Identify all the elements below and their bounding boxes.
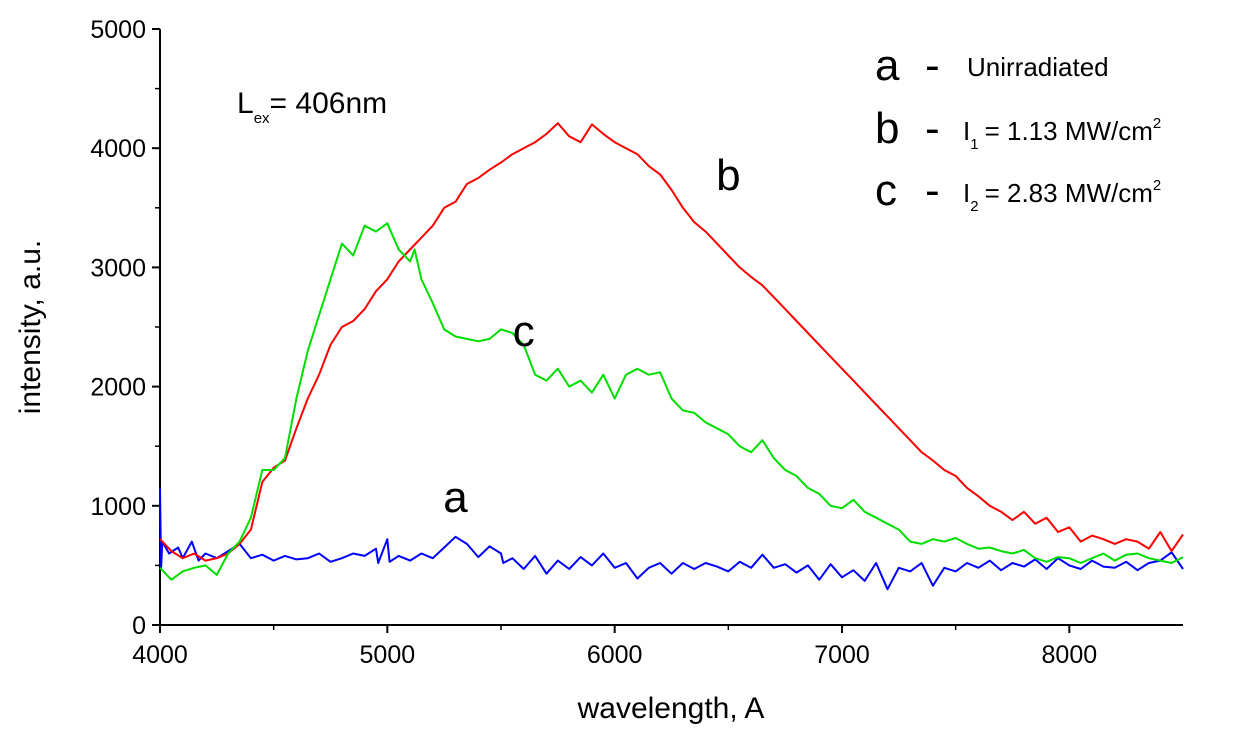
annotation-subscript: ex: [254, 110, 270, 127]
x-tick-label: 8000: [1042, 641, 1098, 669]
y-axis-label: intensity, a.u.: [14, 240, 47, 415]
annotation-main: L: [237, 87, 254, 120]
svg-text:Lex= 406nm: Lex= 406nm: [237, 87, 387, 127]
legend-letter-b: b: [875, 104, 899, 153]
legend-entry-c: c - I2 = 2.83 MW/cm2: [875, 166, 1161, 215]
curve-label-b: b: [716, 151, 740, 200]
legend: a - Unirradiated b - I1 = 1.13 MW/cm2 c -…: [875, 41, 1161, 215]
legend-dash-c: -: [925, 166, 940, 215]
y-tick-label: 1000: [90, 493, 146, 521]
legend-rest-b: = 1.13 MW/cm: [985, 116, 1153, 146]
x-tick-label: 5000: [360, 641, 416, 669]
y-axis-ticks: 0 1000 2000 3000 4000 5000: [90, 16, 160, 640]
y-tick-label: 4000: [90, 135, 146, 163]
legend-dash-b: -: [925, 104, 940, 153]
legend-letter-c: c: [875, 166, 897, 215]
y-tick-label: 2000: [90, 374, 146, 402]
x-axis-ticks: 4000 5000 6000 7000 8000: [132, 625, 1097, 669]
y-tick-label: 5000: [90, 16, 146, 44]
x-tick-label: 7000: [814, 641, 870, 669]
legend-main-b: I: [963, 116, 970, 146]
legend-entry-a: a - Unirradiated: [875, 41, 1109, 90]
curve-labels: a b c: [443, 151, 740, 522]
legend-subscript-c: 2: [970, 198, 978, 215]
curve-label-c: c: [513, 307, 535, 356]
legend-text-a: Unirradiated: [967, 52, 1109, 82]
legend-letter-a: a: [875, 41, 900, 90]
legend-main-c: I: [963, 178, 970, 208]
series-line-c: [159, 222, 1184, 581]
series-line-a: [159, 487, 1184, 591]
legend-entry-b: b - I1 = 1.13 MW/cm2: [875, 104, 1161, 153]
legend-superscript-b: 2: [1153, 115, 1161, 132]
annotation-rest: = 406nm: [270, 87, 388, 120]
x-tick-label: 4000: [132, 641, 188, 669]
x-tick-label: 6000: [587, 641, 643, 669]
legend-subscript-b: 1: [970, 136, 978, 153]
svg-text:I2= 2.83 MW/cm2: I2 = 2.83 MW/cm2: [963, 177, 1161, 215]
series-line-b: [159, 122, 1184, 562]
x-axis-label: wavelength, A: [577, 692, 765, 725]
legend-superscript-c: 2: [1153, 177, 1161, 194]
y-tick-label: 0: [132, 612, 146, 640]
curve-label-a: a: [443, 473, 468, 522]
legend-rest-c: = 2.83 MW/cm: [985, 178, 1153, 208]
legend-dash-a: -: [925, 41, 940, 90]
svg-text:I1= 1.13 MW/cm2: I1 = 1.13 MW/cm2: [963, 115, 1161, 153]
y-tick-label: 3000: [90, 254, 146, 282]
excitation-annotation: Lex= 406nm: [237, 87, 387, 127]
series-layer: [159, 122, 1184, 591]
